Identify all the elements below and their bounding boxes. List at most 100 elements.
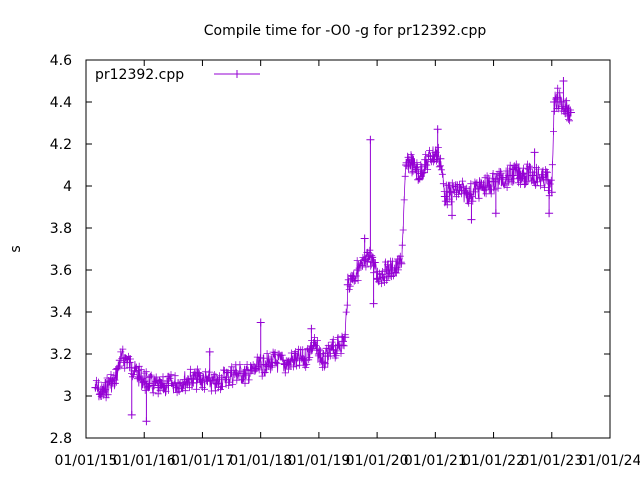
data-point <box>538 173 547 182</box>
data-point <box>334 341 343 350</box>
data-point <box>106 377 115 386</box>
x-tick-label: 01/01/21 <box>404 453 467 469</box>
data-point <box>499 173 508 182</box>
data-point <box>101 385 110 394</box>
data-point <box>518 169 527 178</box>
data-point <box>251 364 260 373</box>
x-tick-label: 01/01/19 <box>287 453 350 469</box>
data-point <box>426 152 435 161</box>
data-point <box>135 373 144 382</box>
outlier-point <box>205 347 214 356</box>
y-tick-label: 4 <box>63 179 72 195</box>
legend: pr12392.cpp <box>95 67 260 83</box>
x-tick-label: 01/01/20 <box>346 453 409 469</box>
data-point <box>455 186 464 195</box>
data-point <box>280 360 289 369</box>
data-point <box>348 272 357 281</box>
data-point <box>324 352 333 361</box>
y-tick-label: 3 <box>63 389 72 405</box>
y-tick-label: 3.2 <box>50 347 72 363</box>
outlier-point <box>545 209 554 218</box>
x-axis: 01/01/1501/01/1601/01/1701/01/1801/01/19… <box>55 60 640 469</box>
data-point <box>319 358 328 367</box>
data-point <box>550 98 559 106</box>
y-tick-label: 3.6 <box>50 263 72 279</box>
data-point <box>96 389 105 398</box>
data-point <box>407 156 416 165</box>
data-point <box>562 104 571 113</box>
outlier-point <box>467 215 476 224</box>
data-point <box>91 383 100 392</box>
x-tick-label: 01/01/17 <box>171 453 234 469</box>
x-tick-label: 01/01/18 <box>229 453 292 469</box>
data-point <box>421 161 430 169</box>
data-point <box>193 375 202 384</box>
data-point <box>387 266 396 274</box>
data-point <box>368 253 377 262</box>
data-point <box>149 381 158 390</box>
x-tick-label: 01/01/23 <box>520 453 583 469</box>
data-point <box>222 373 231 382</box>
data-point <box>290 356 299 365</box>
outlier-point <box>448 211 457 220</box>
data-point <box>353 266 362 274</box>
data-point <box>261 360 270 369</box>
outlier-point <box>366 135 375 144</box>
plot-frame <box>85 59 611 439</box>
data-point <box>440 192 449 201</box>
data-point <box>397 259 406 268</box>
data-point <box>174 379 183 388</box>
outlier-point <box>559 77 568 85</box>
y-tick-label: 2.8 <box>50 431 72 447</box>
y-tick-label: 4.2 <box>50 137 72 153</box>
y-axis-label: s <box>8 245 24 252</box>
data-point <box>110 379 119 388</box>
data-point <box>341 333 350 342</box>
data-point <box>329 345 338 354</box>
outlier-point <box>433 125 442 134</box>
data-point <box>159 383 168 392</box>
data-point <box>115 356 124 365</box>
outlier-point <box>414 175 423 184</box>
data-point <box>232 368 241 377</box>
legend-swatch-marker <box>233 70 241 78</box>
data-point <box>120 354 129 363</box>
data-point <box>508 171 517 180</box>
data-point <box>392 263 401 272</box>
data-point <box>314 350 323 358</box>
legend-label: pr12392.cpp <box>95 67 184 83</box>
data-point <box>212 379 221 388</box>
x-tick-label: 01/01/24 <box>579 453 640 469</box>
outlier-point <box>256 318 265 327</box>
data-point <box>474 184 483 193</box>
outlier-point <box>491 209 500 218</box>
data-point <box>402 161 411 169</box>
data-point <box>338 337 347 346</box>
outlier-point <box>307 324 316 333</box>
data-point <box>271 358 280 367</box>
x-tick-label: 01/01/15 <box>55 453 118 469</box>
y-tick-label: 3.4 <box>50 305 72 321</box>
data-point <box>552 93 561 102</box>
data-point <box>242 371 251 379</box>
data-point <box>484 182 493 190</box>
y-tick-label: 4.6 <box>50 53 72 69</box>
data-point <box>373 274 382 283</box>
data-point <box>343 280 352 289</box>
data-point <box>183 375 192 384</box>
x-tick-label: 01/01/22 <box>462 453 525 469</box>
data-point <box>378 270 387 279</box>
data-point <box>300 356 309 365</box>
y-tick-label: 4.4 <box>50 95 72 111</box>
outlier-point <box>360 234 369 243</box>
y-tick-label: 3.8 <box>50 221 72 237</box>
outlier-point <box>142 417 151 426</box>
data-point <box>566 108 575 117</box>
series-pr12392 <box>91 77 575 426</box>
outlier-point <box>369 299 378 308</box>
data-point <box>436 154 445 163</box>
outlier-point <box>530 148 539 157</box>
chart-title: Compile time for -O0 -g for pr12392.cpp <box>204 23 487 39</box>
